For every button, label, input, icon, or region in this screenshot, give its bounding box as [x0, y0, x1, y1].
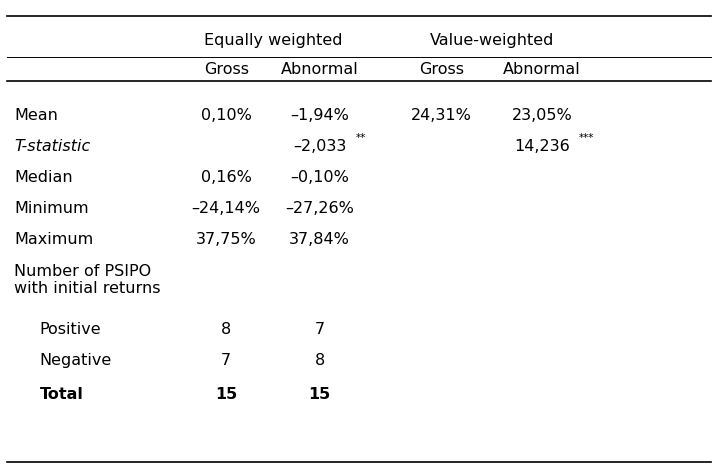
Text: **: ** — [356, 133, 366, 142]
Text: Equally weighted: Equally weighted — [204, 33, 342, 48]
Text: Maximum: Maximum — [14, 231, 93, 247]
Text: 8: 8 — [314, 352, 325, 367]
Text: Number of PSIPO
with initial returns: Number of PSIPO with initial returns — [14, 263, 161, 296]
Text: 15: 15 — [215, 386, 237, 401]
Text: Median: Median — [14, 169, 73, 185]
Text: Gross: Gross — [204, 61, 248, 77]
Text: –2,033: –2,033 — [293, 139, 346, 154]
Text: Total: Total — [39, 386, 83, 401]
Text: ***: *** — [579, 133, 594, 142]
Text: –27,26%: –27,26% — [285, 200, 354, 216]
Text: 37,75%: 37,75% — [196, 231, 256, 247]
Text: Negative: Negative — [39, 352, 112, 367]
Text: 23,05%: 23,05% — [512, 108, 572, 123]
Text: Positive: Positive — [39, 321, 101, 336]
Text: 37,84%: 37,84% — [289, 231, 350, 247]
Text: –1,94%: –1,94% — [290, 108, 349, 123]
Text: –0,10%: –0,10% — [290, 169, 349, 185]
Text: Minimum: Minimum — [14, 200, 89, 216]
Text: Gross: Gross — [419, 61, 464, 77]
Text: Mean: Mean — [14, 108, 58, 123]
Text: 15: 15 — [309, 386, 330, 401]
Text: T-statistic: T-statistic — [14, 139, 90, 154]
Text: Abnormal: Abnormal — [503, 61, 581, 77]
Text: 0,10%: 0,10% — [201, 108, 251, 123]
Text: 7: 7 — [221, 352, 231, 367]
Text: 24,31%: 24,31% — [411, 108, 472, 123]
Text: Value-weighted: Value-weighted — [429, 33, 554, 48]
Text: 8: 8 — [221, 321, 231, 336]
Text: 0,16%: 0,16% — [201, 169, 251, 185]
Text: –24,14%: –24,14% — [192, 200, 261, 216]
Text: 14,236: 14,236 — [514, 139, 570, 154]
Text: 7: 7 — [314, 321, 325, 336]
Text: Abnormal: Abnormal — [281, 61, 358, 77]
